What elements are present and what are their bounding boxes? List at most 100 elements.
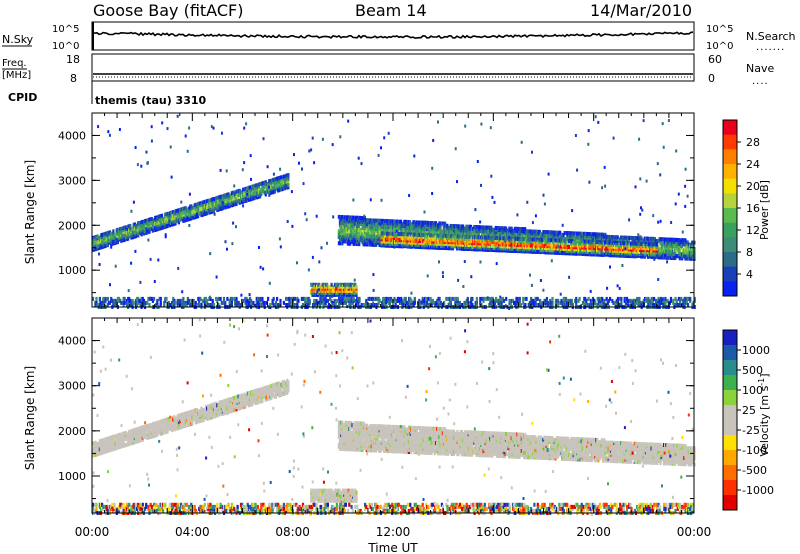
range-cell: [373, 228, 377, 233]
range-cell: [397, 221, 400, 226]
range-cell: [141, 219, 144, 224]
range-cell: [354, 233, 357, 238]
range-cell: [215, 196, 218, 201]
range-cell: [668, 237, 671, 242]
range-cell: [101, 245, 104, 249]
range-cell: [431, 221, 434, 226]
range-cell: [671, 249, 675, 254]
range-cell: [448, 246, 451, 251]
range-cell: [549, 238, 552, 243]
range-cell: [550, 230, 553, 235]
range-cell: [346, 227, 349, 232]
range-cell: [677, 248, 680, 253]
range-cell: [589, 236, 592, 241]
range-cell: [234, 194, 237, 199]
range-cell: [687, 248, 690, 253]
range-cell: [405, 219, 408, 224]
range-cell: [565, 235, 568, 240]
range-cell: [358, 215, 361, 220]
range-cell: [358, 234, 361, 238]
range-cell: [221, 196, 224, 201]
range-cell: [283, 186, 287, 191]
range-cell: [422, 233, 425, 237]
range-cell: [156, 227, 159, 232]
range-cell: [648, 238, 651, 243]
range-cell: [434, 221, 438, 226]
range-cell: [366, 234, 369, 239]
range-cell: [652, 236, 655, 241]
range-cell: [207, 202, 210, 207]
range-cell: [146, 220, 149, 225]
range-cell: [533, 229, 536, 234]
range-cell: [159, 218, 162, 223]
range-cell: [385, 219, 388, 224]
range-cell: [342, 237, 345, 242]
range-cell: [220, 202, 223, 207]
range-cell: [673, 252, 676, 256]
range-cell: [355, 284, 358, 289]
range-cell: [687, 242, 690, 247]
range-cell: [212, 197, 215, 201]
range-cell: [385, 223, 388, 228]
range-cell: [437, 223, 440, 228]
range-cell: [671, 237, 675, 242]
range-cell: [546, 230, 549, 235]
range-cell: [671, 256, 675, 260]
range-cell: [328, 284, 331, 289]
range-cell: [344, 239, 347, 244]
range-cell: [359, 228, 362, 232]
range-cell: [691, 252, 694, 257]
range-cell: [542, 234, 545, 239]
range-cell: [632, 241, 635, 246]
range-cell: [439, 223, 442, 228]
range-cell: [487, 231, 491, 236]
range-cell: [203, 204, 206, 208]
range-cell: [246, 186, 249, 191]
range-cell: [140, 232, 143, 237]
range-cell: [222, 199, 226, 204]
range-cell: [120, 236, 123, 241]
range-cell: [666, 253, 669, 258]
range-cell: [366, 224, 369, 229]
range-cell: [151, 220, 154, 225]
range-cell: [510, 246, 513, 251]
range-cell: [369, 234, 372, 239]
range-cell: [491, 227, 494, 232]
range-cell: [148, 217, 151, 222]
range-cell: [227, 192, 230, 197]
range-cell: [129, 229, 132, 234]
range-cell: [568, 231, 571, 236]
range-cell: [111, 231, 114, 236]
range-cell: [673, 243, 676, 248]
range-cell: [421, 230, 424, 235]
range-cell: [617, 239, 620, 244]
range-cell: [594, 232, 597, 237]
range-cell: [150, 227, 153, 232]
range-cell: [676, 238, 679, 242]
range-cell: [472, 229, 475, 233]
range-cell: [219, 207, 222, 211]
range-cell: [346, 215, 349, 220]
range-cell: [660, 255, 663, 260]
range-cell: [155, 219, 158, 224]
nsearch-label: N.Search: [746, 30, 796, 43]
range-cell: [395, 227, 398, 232]
range-cell: [684, 238, 687, 243]
range-cell: [246, 188, 249, 193]
range-cell: [242, 187, 245, 192]
range-cell: [377, 222, 380, 227]
range-cell: [429, 227, 432, 232]
range-cell: [444, 246, 447, 251]
range-cell: [175, 217, 178, 222]
range-cell: [185, 209, 188, 214]
range-cell: [673, 237, 676, 242]
range-cell: [559, 238, 563, 243]
power-scatter: [92, 114, 696, 310]
range-cell: [507, 230, 510, 235]
range-cell: [363, 242, 366, 247]
range-cell: [104, 244, 107, 248]
range-cell: [116, 227, 119, 232]
range-cell: [483, 231, 486, 236]
range-cell: [366, 222, 369, 227]
range-cell: [141, 225, 144, 230]
